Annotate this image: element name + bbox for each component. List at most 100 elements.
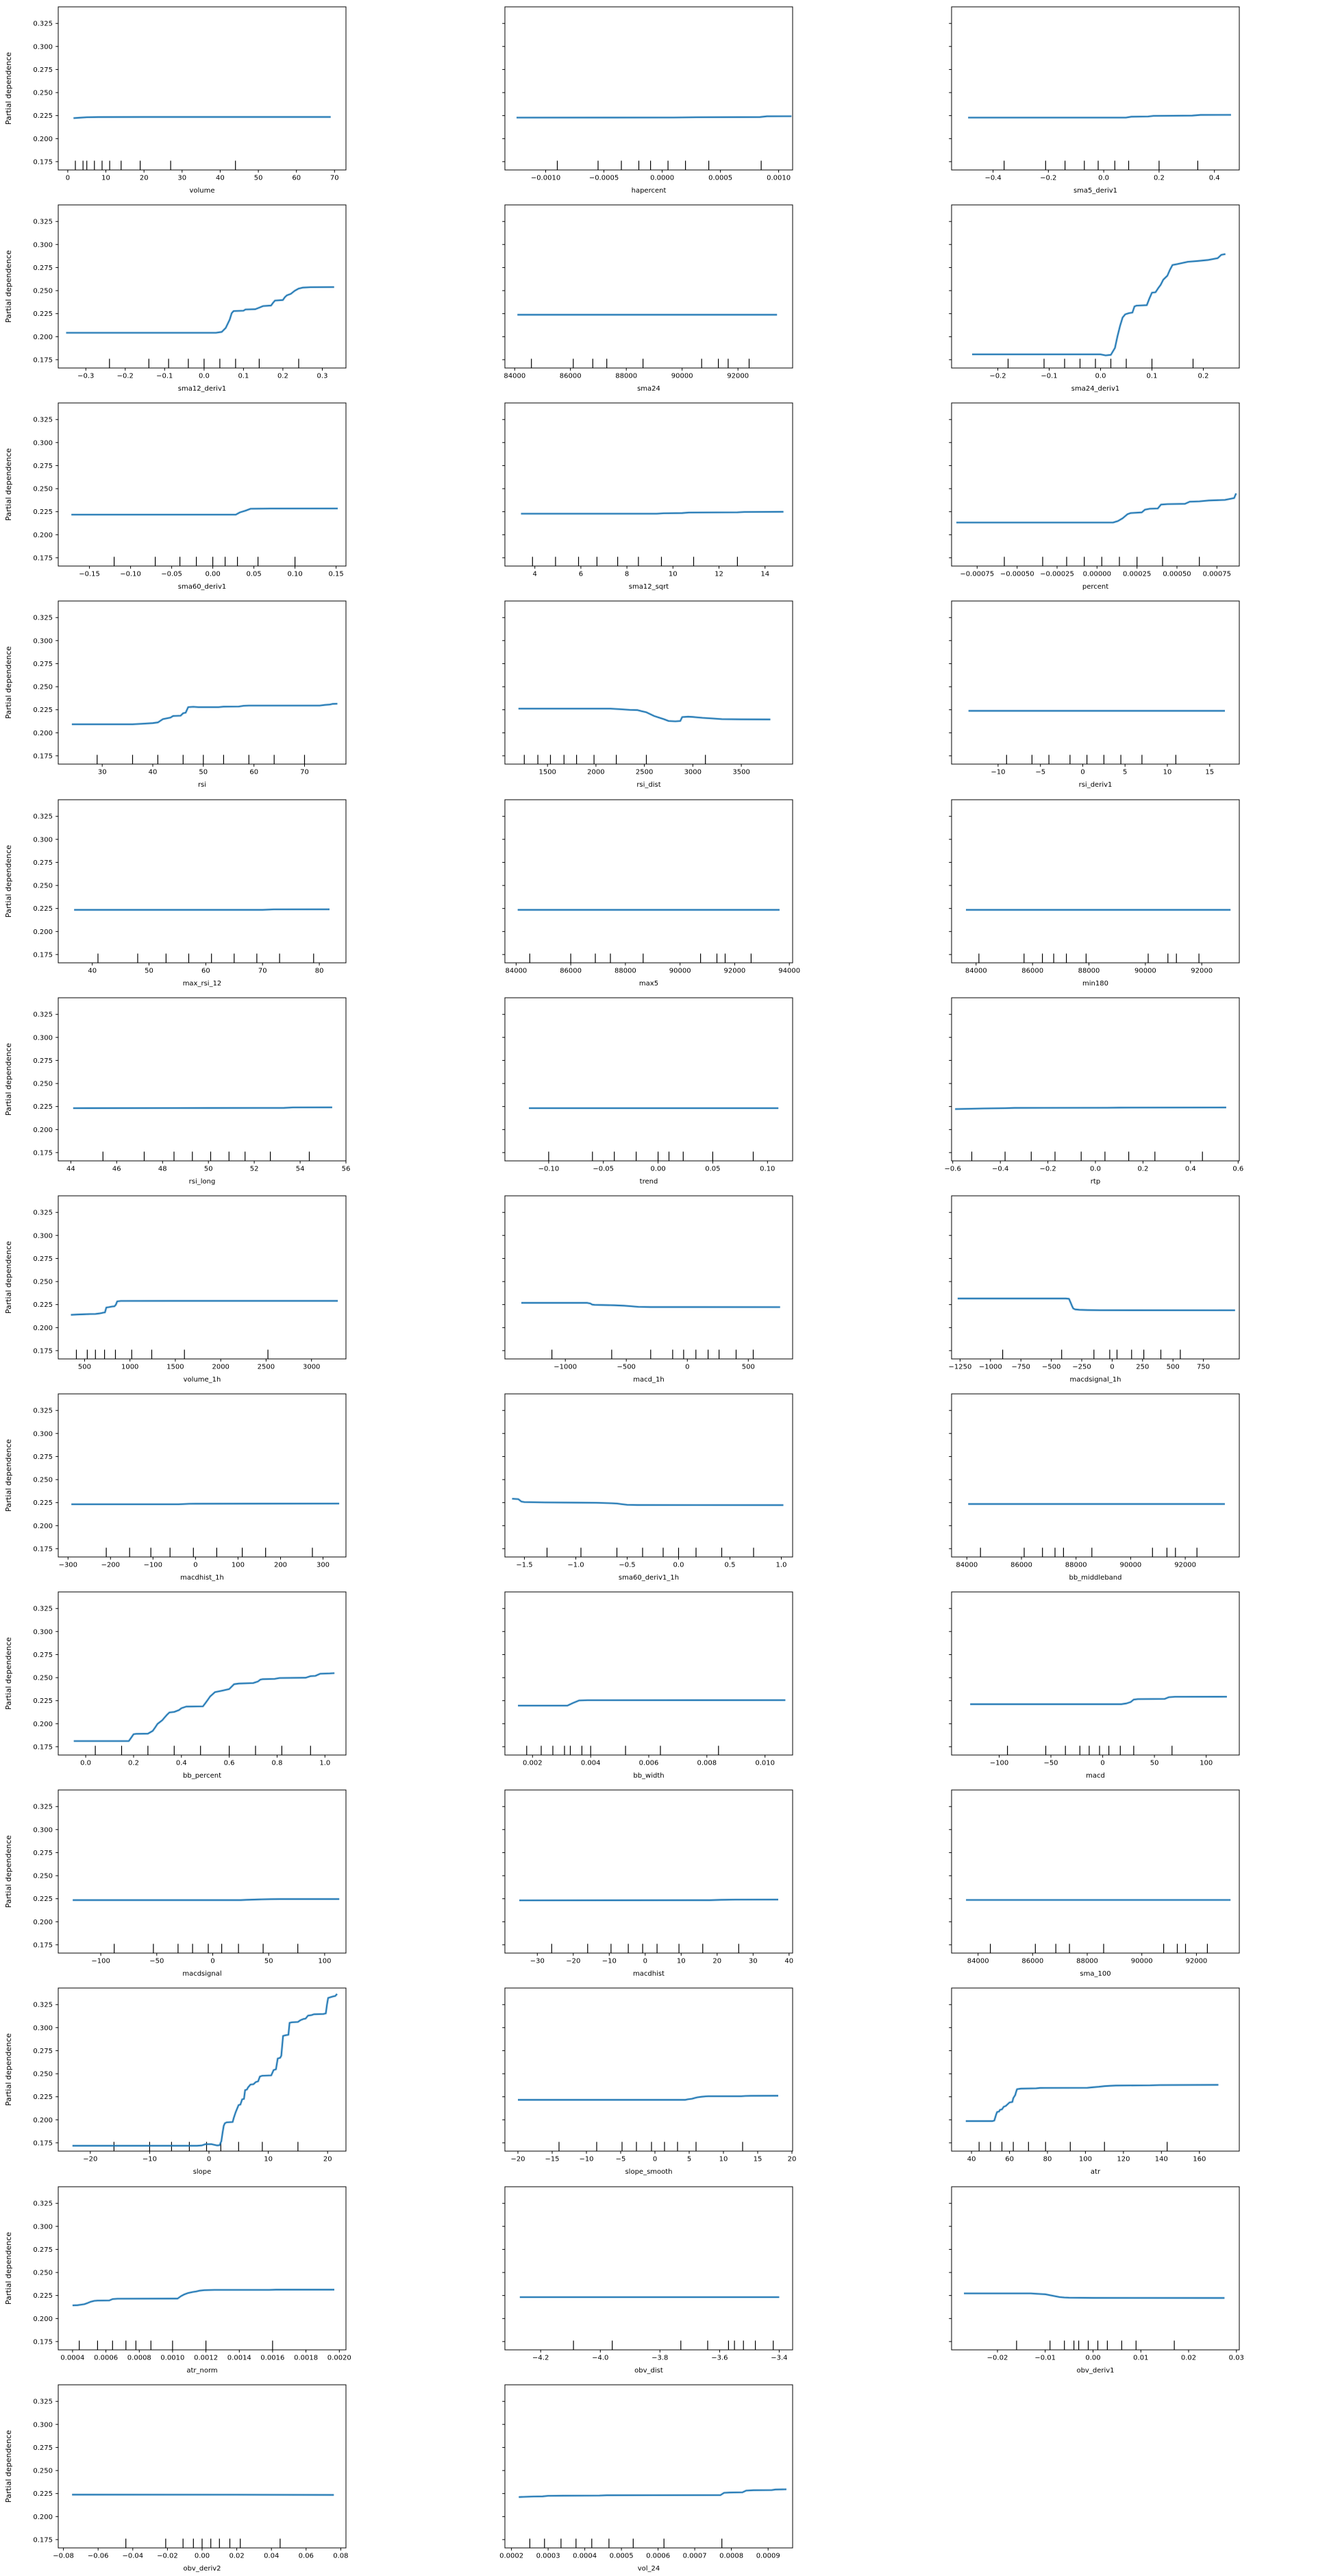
x-tick-label: 90000 — [1134, 967, 1156, 974]
feature-label: rsi_long — [189, 1178, 216, 1186]
x-tick-label: −1.0 — [567, 1561, 584, 1569]
pd-line-group — [521, 1301, 780, 1309]
x-tick-label: 0.02 — [1181, 2354, 1196, 2362]
x-tick-label: 0.0012 — [194, 2354, 218, 2362]
x-tick-label: 0.4 — [176, 1760, 187, 1767]
x-tick-label: 0.8 — [272, 1760, 283, 1767]
plot-frame — [58, 1195, 347, 1360]
x-tick-label: 0.00075 — [1203, 571, 1231, 578]
pdp-subplot-volume_1h: 0.175 0.200 0.225 0.250 0.275 0.300 0.325 500 10… — [4, 1195, 347, 1384]
x-tick-label: 0.0003 — [536, 2552, 560, 2560]
pdp-subplot-atr: 40 60 80 100 120 140 160 atr — [949, 1987, 1240, 2176]
x-tick-label: 100 — [1079, 2156, 1092, 2163]
x-tick-label: 0.01 — [1133, 2354, 1148, 2362]
y-tick-label: 0.175 — [33, 2140, 53, 2148]
pdp-cell-rsi_deriv1: −10 −5 0 5 10 15 rsi_deriv1 — [893, 594, 1340, 792]
pdp-cell-volume_1h: 0.175 0.200 0.225 0.250 0.275 0.300 0.325 500 10… — [0, 1189, 447, 1387]
x-tick-label: 30 — [177, 175, 186, 182]
y-tick-label: 0.225 — [33, 112, 53, 120]
pdp-subplot-macdhist: −30 −20 −10 0 10 20 30 40 macdhist — [502, 1789, 793, 1978]
pdp-cell-sma12_deriv1: 0.175 0.200 0.225 0.250 0.275 0.300 0.325 −0.3 −… — [0, 198, 447, 396]
y-axis-title: Partial dependence — [4, 448, 13, 521]
x-tick-label: 250 — [1136, 1363, 1149, 1371]
plot-frame — [58, 402, 347, 567]
pd-line-halo — [73, 1671, 335, 1743]
pdp-cell-vol_24: 0.0002 0.0003 0.0004 0.0005 0.0006 0.0007 0.00… — [447, 2378, 893, 2576]
x-tick-label: 0.4 — [1185, 1165, 1196, 1173]
pdp-subplot-slope: 0.175 0.200 0.225 0.250 0.275 0.300 0.325 −20 −1… — [4, 1987, 347, 2176]
x-tick-label: 84000 — [505, 967, 527, 974]
x-tick-label: −0.00050 — [1000, 571, 1034, 578]
x-tick-label: 0.006 — [639, 1760, 659, 1767]
x-tick-label: −0.3 — [77, 373, 94, 380]
x-tick-label: −10 — [579, 2156, 593, 2163]
x-tick-label: 1.0 — [776, 1561, 787, 1569]
y-tick-label: 0.200 — [33, 2513, 53, 2520]
x-tick-label: −0.2 — [1039, 1165, 1056, 1173]
y-tick-label: 0.225 — [33, 1103, 53, 1111]
pdp-cell-slope_smooth: −20 −15 −10 −5 0 5 10 15 20 slope_smooth — [447, 1981, 893, 2179]
x-tick-label: −300 — [59, 1561, 77, 1569]
y-tick-label: 0.275 — [33, 859, 53, 866]
feature-label: hapercent — [632, 187, 667, 195]
x-tick-label: −100 — [144, 1561, 162, 1569]
x-tick-label: 80 — [315, 967, 324, 974]
x-tick-label: 120 — [1117, 2156, 1130, 2163]
y-axis-title: Partial dependence — [4, 2033, 13, 2106]
x-tick-label: −4.0 — [592, 2354, 608, 2362]
x-tick-label: −1.5 — [516, 1561, 532, 1569]
x-tick-label: 0.2 — [1137, 1165, 1148, 1173]
pd-line-halo — [957, 1297, 1235, 1312]
x-tick-label: 92000 — [727, 373, 749, 380]
feature-label: obv_deriv1 — [1076, 2367, 1114, 2375]
y-tick-label: 0.250 — [33, 1477, 53, 1484]
x-tick-label: 0.08 — [333, 2552, 348, 2560]
plot-frame — [504, 1987, 793, 2152]
y-axis-title: Partial dependence — [4, 52, 13, 125]
feature-label: macdhist_1h — [180, 1574, 224, 1582]
y-tick-label: 0.300 — [33, 1628, 53, 1636]
x-tick-label: 88000 — [1078, 967, 1100, 974]
pdp-subplot-slope_smooth: −20 −15 −10 −5 0 5 10 15 20 slope_smooth — [502, 1987, 796, 2176]
pd-line-halo — [66, 286, 334, 334]
y-axis-title: Partial dependence — [4, 1637, 13, 1710]
x-tick-label: 0.0 — [1095, 373, 1106, 380]
x-tick-label: 0.008 — [697, 1760, 717, 1767]
x-tick-label: 0.0020 — [327, 2354, 351, 2362]
pdp-cell-sma24_deriv1: −0.2 −0.1 0.0 0.1 0.2 sma24_deriv1 — [893, 198, 1340, 396]
plot-frame — [504, 402, 793, 567]
pdp-subplot-bb_middleband: 84000 86000 88000 90000 92000 bb_middleband — [949, 1393, 1240, 1582]
y-tick-label: 0.250 — [33, 2071, 53, 2078]
x-tick-label: −500 — [1042, 1363, 1060, 1371]
x-tick-label: 1500 — [538, 769, 556, 776]
x-tick-label: 0.0 — [673, 1561, 684, 1569]
y-tick-label: 0.250 — [33, 684, 53, 691]
x-tick-label: 0.0008 — [719, 2552, 743, 2560]
y-tick-label: 0.325 — [33, 1408, 53, 1415]
x-tick-label: −0.2 — [1040, 175, 1056, 182]
y-tick-label: 0.325 — [33, 2398, 53, 2405]
x-tick-label: 0.0007 — [683, 2552, 707, 2560]
pd-line-halo — [965, 2083, 1219, 2123]
x-tick-label: 40 — [149, 769, 158, 776]
y-tick-label: 0.200 — [33, 2117, 53, 2124]
plot-frame — [504, 1591, 793, 1756]
pdp-subplot-obv_deriv1: −0.02 −0.01 0.00 0.01 0.02 0.03 obv_deriv1 — [949, 2186, 1244, 2375]
pdp-subplot-min180: 84000 86000 88000 90000 92000 min180 — [949, 799, 1240, 988]
x-tick-label: 0.6 — [1232, 1165, 1243, 1173]
pd-line-group — [71, 702, 338, 726]
pd-line-group — [964, 2292, 1225, 2299]
x-tick-label: 92000 — [1174, 1561, 1196, 1569]
y-tick-label: 0.325 — [33, 1011, 53, 1018]
y-tick-label: 0.175 — [33, 1545, 53, 1553]
pd-line-group — [519, 2488, 786, 2499]
y-tick-label: 0.200 — [33, 1127, 53, 1134]
x-tick-label: 0.00000 — [1083, 571, 1111, 578]
x-tick-label: 60 — [201, 967, 210, 974]
x-tick-label: 40 — [88, 967, 97, 974]
plot-frame — [504, 6, 793, 171]
pdp-cell-atr: 40 60 80 100 120 140 160 atr — [893, 1981, 1340, 2179]
y-tick-label: 0.200 — [33, 2315, 53, 2322]
plot-frame — [58, 1789, 347, 1954]
x-tick-label: −100 — [91, 1958, 110, 1965]
